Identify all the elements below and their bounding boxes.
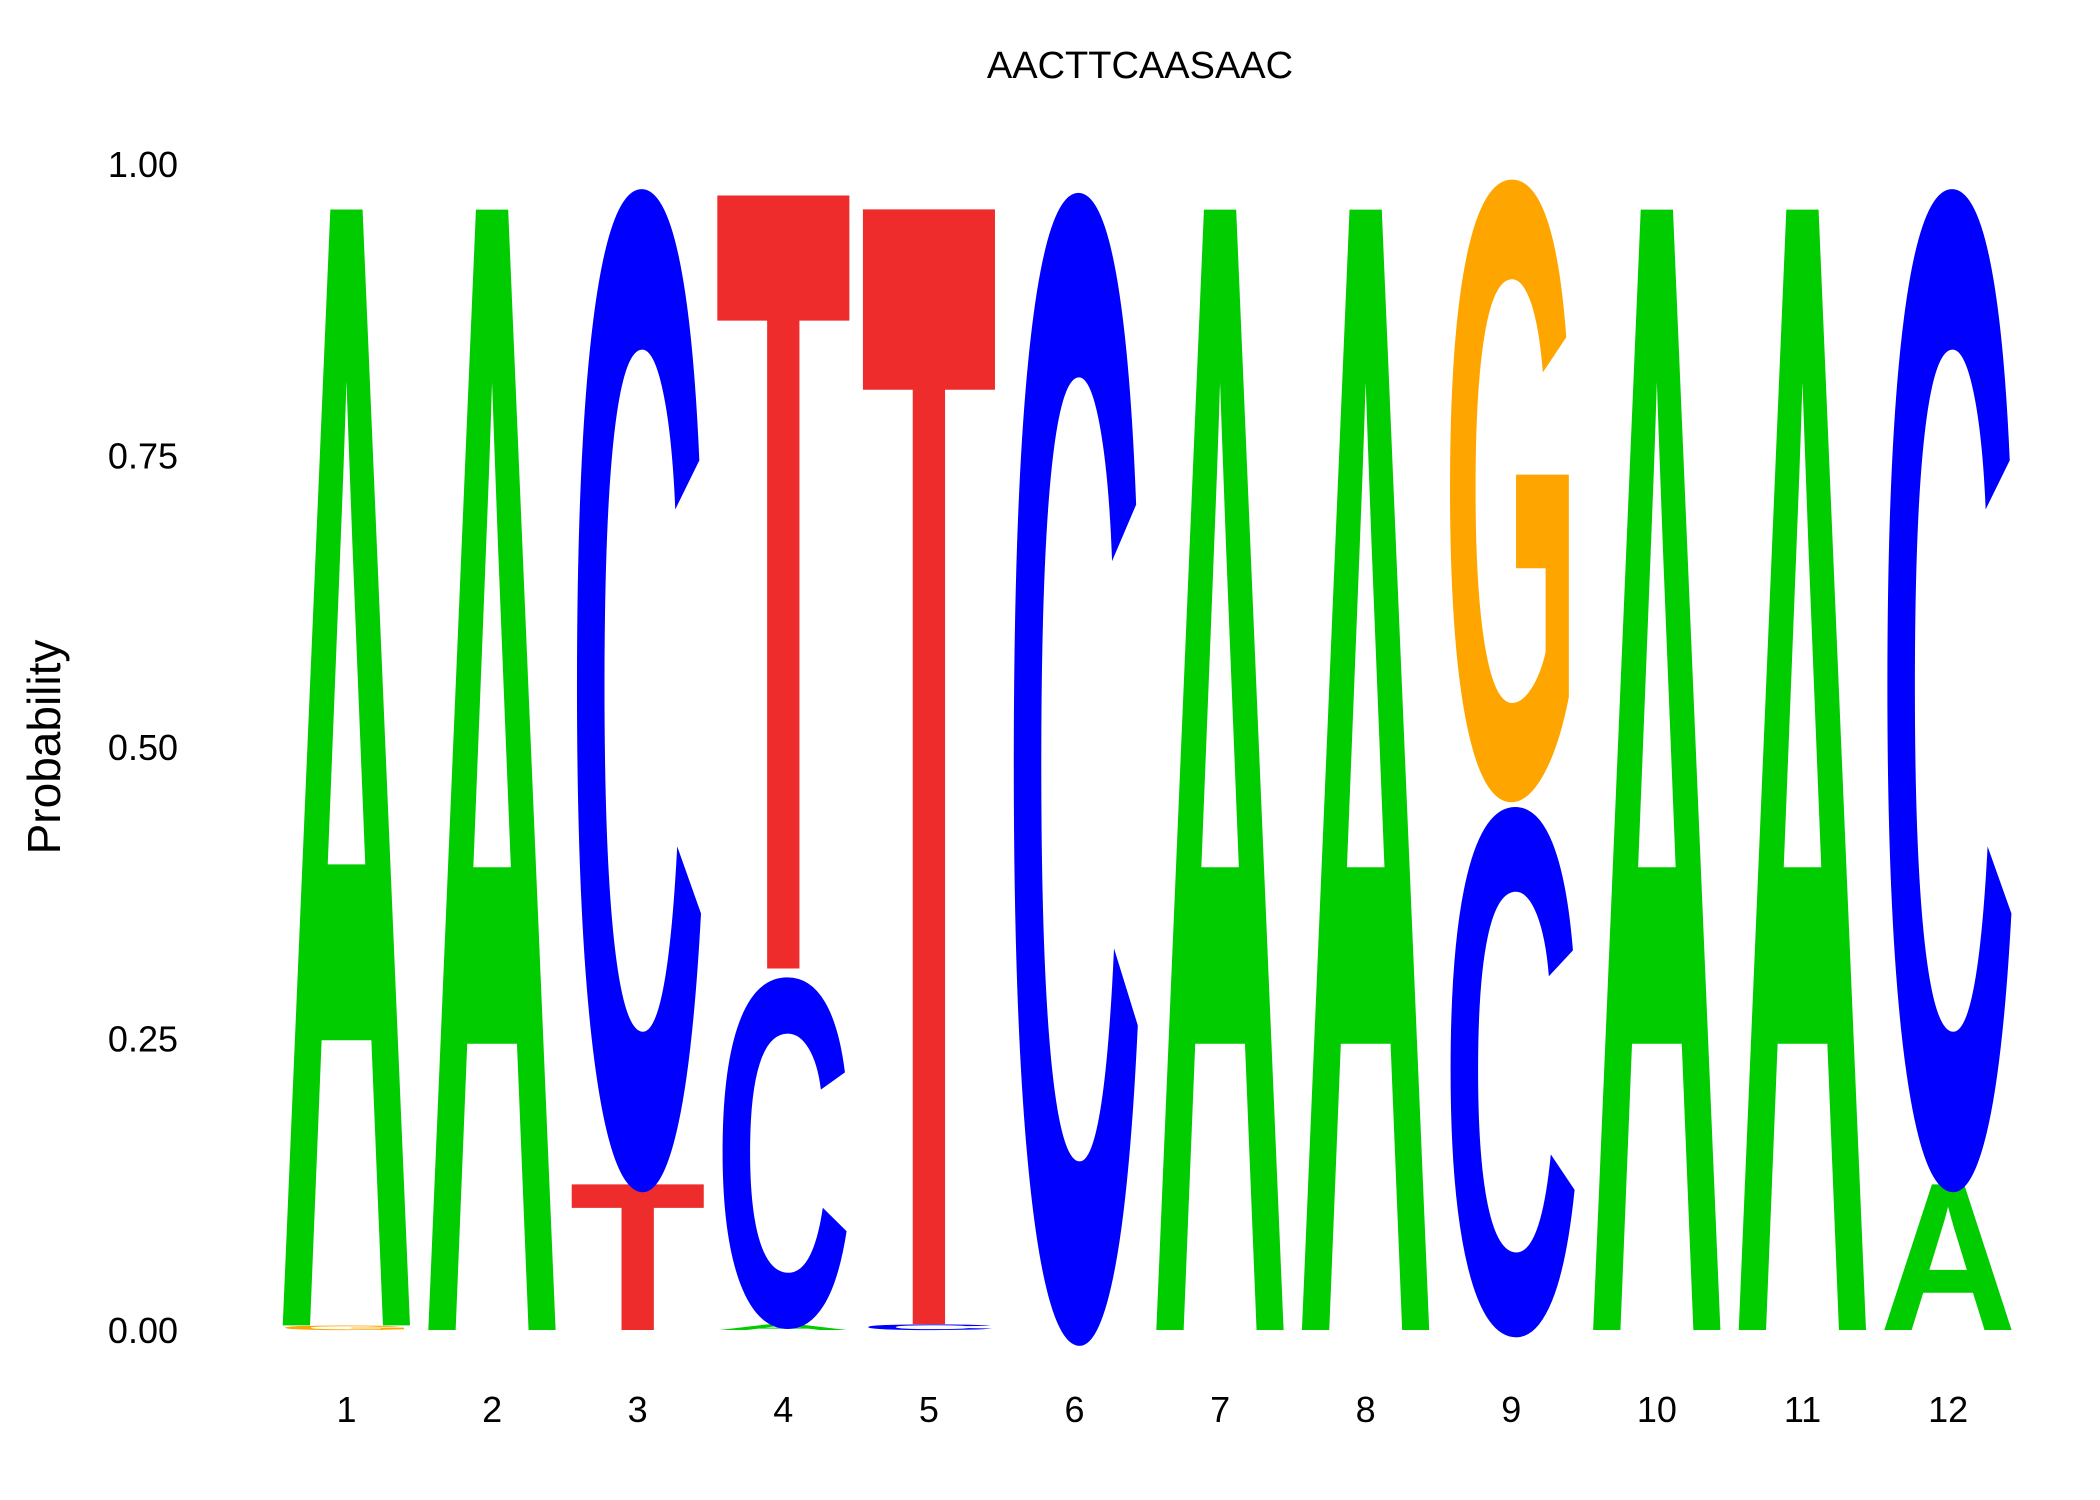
x-tick-label: 12	[1928, 1389, 1968, 1430]
x-tick-label: 6	[1064, 1389, 1084, 1430]
logo-column-2: A	[424, 0, 561, 1500]
letter-a-glyph: A	[715, 1323, 852, 1332]
letter-a-glyph: A	[1880, 1138, 2017, 1375]
y-tick-label: 0.00	[108, 1310, 178, 1351]
chart-title: AACTTCAASAAC	[987, 45, 1293, 87]
y-axis: 0.00 0.25 0.50 0.75 1.00	[108, 144, 178, 1351]
letter-c-glyph: C	[1880, 0, 2017, 1480]
logo-column-9: CG	[1443, 0, 1580, 1489]
logo-column-8: A	[1297, 0, 1434, 1500]
letter-a-glyph: A	[1588, 0, 1725, 1500]
logo-column-6: C	[1006, 0, 1143, 1500]
logo-column-1: GA	[278, 0, 415, 1500]
x-tick-label: 3	[628, 1389, 648, 1430]
logo-column-10: A	[1588, 0, 1725, 1500]
letter-g-glyph: G	[1443, 0, 1580, 981]
x-axis: 1 2 3 4 5 6 7 8 9 10 11 12	[336, 1389, 1968, 1430]
letter-c-glyph: C	[1443, 651, 1580, 1489]
letter-a-glyph: A	[424, 0, 561, 1500]
letter-a-glyph: A	[278, 0, 415, 1500]
y-tick-label: 0.50	[108, 727, 178, 768]
x-tick-label: 5	[919, 1389, 939, 1430]
letter-t-glyph: T	[715, 0, 852, 1207]
letter-c-glyph: C	[860, 1323, 997, 1332]
letter-a-glyph: A	[1734, 0, 1871, 1500]
letter-t-glyph: T	[860, 0, 997, 1500]
logo-column-3: TC	[569, 0, 706, 1480]
y-tick-label: 1.00	[108, 144, 178, 185]
logo-column-4: ACT	[715, 0, 852, 1430]
x-tick-label: 10	[1637, 1389, 1677, 1430]
x-tick-label: 7	[1210, 1389, 1230, 1430]
x-tick-label: 11	[1784, 1389, 1821, 1430]
letter-c-glyph: C	[715, 875, 852, 1430]
letter-t-glyph: T	[569, 1140, 706, 1376]
letter-c-glyph: C	[1006, 0, 1143, 1500]
x-tick-label: 2	[482, 1389, 502, 1430]
logo-column-5: CT	[860, 0, 997, 1500]
x-tick-label: 8	[1356, 1389, 1376, 1430]
logo-column-11: A	[1734, 0, 1871, 1500]
letter-a-glyph: A	[1152, 0, 1289, 1500]
x-tick-label: 4	[773, 1389, 793, 1430]
letter-c-glyph: C	[569, 0, 706, 1480]
x-tick-label: 9	[1501, 1389, 1521, 1430]
y-tick-label: 0.25	[108, 1019, 178, 1060]
letter-a-glyph: A	[1297, 0, 1434, 1500]
x-tick-label: 1	[336, 1389, 356, 1430]
logo-column-12: AC	[1880, 0, 2017, 1480]
letter-g-glyph: G	[278, 1324, 415, 1331]
y-tick-label: 0.75	[108, 436, 178, 477]
logo-column-7: A	[1152, 0, 1289, 1500]
y-axis-label: Probability	[18, 640, 70, 855]
